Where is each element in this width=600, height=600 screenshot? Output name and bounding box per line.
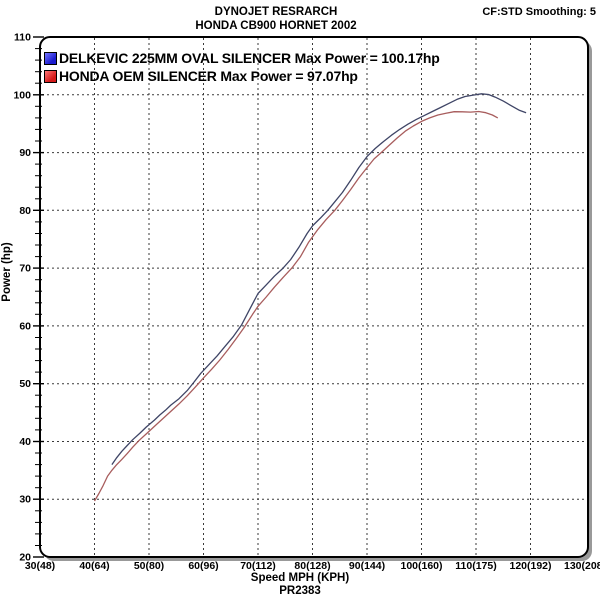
plot-frame: [39, 36, 589, 558]
run-id: PR2383: [279, 585, 321, 597]
y-tick-label: 40: [19, 436, 31, 448]
y-tick-label: 70: [19, 263, 31, 275]
x-tick-label: 130(208): [564, 560, 600, 572]
chart-legend: DELKEVIC 225MM OVAL SILENCER Max Power =…: [44, 49, 440, 85]
power-curve-1: [93, 110, 499, 502]
legend-item-honda-oem: HONDA OEM SILENCER Max Power = 97.07hp: [44, 67, 440, 85]
y-axis-title: Power (hp): [1, 242, 13, 302]
x-tick-label: 70(112): [240, 560, 276, 572]
honda-oem-series-swatch-icon: [44, 69, 57, 83]
chart-title-block: DYNOJET RESRARCH HONDA CB900 HORNET 2002: [0, 6, 552, 33]
smoothing-note: CF:STD Smoothing: 5: [482, 6, 596, 18]
delkevic-series-swatch-icon: [44, 51, 57, 65]
x-tick-label: 120(192): [509, 560, 551, 572]
x-axis-title: Speed MPH (KPH): [250, 572, 350, 584]
y-tick-label: 60: [19, 320, 31, 332]
x-tick-label: 50(80): [134, 560, 164, 572]
y-tick-label: 50: [19, 378, 31, 390]
x-tick-label: 60(96): [188, 560, 218, 572]
chart-title: DYNOJET RESRARCH: [214, 6, 338, 18]
legend-item-delkevic: DELKEVIC 225MM OVAL SILENCER Max Power =…: [44, 49, 440, 67]
y-tick-label: 110: [14, 32, 31, 44]
y-tick-label: 100: [13, 89, 31, 101]
chart-subtitle: HONDA CB900 HORNET 2002: [195, 19, 357, 32]
power-curve-0: [111, 93, 527, 465]
x-tick-label: 80(128): [294, 560, 330, 572]
x-tick-label: 40(64): [79, 560, 109, 572]
legend-item-delkevic-label: DELKEVIC 225MM OVAL SILENCER Max Power =…: [59, 50, 440, 66]
legend-item-honda-oem-label: HONDA OEM SILENCER Max Power = 97.07hp: [59, 68, 358, 84]
y-tick-label: 30: [19, 494, 31, 506]
y-tick-label: 80: [19, 205, 31, 217]
y-tick-label: 90: [19, 147, 31, 159]
x-tick-label: 30(48): [25, 560, 55, 572]
y-tick-label: 20: [19, 552, 31, 564]
x-tick-label: 90(144): [349, 560, 385, 572]
x-tick-label: 110(175): [455, 560, 496, 572]
x-tick-label: 100(160): [400, 560, 442, 572]
